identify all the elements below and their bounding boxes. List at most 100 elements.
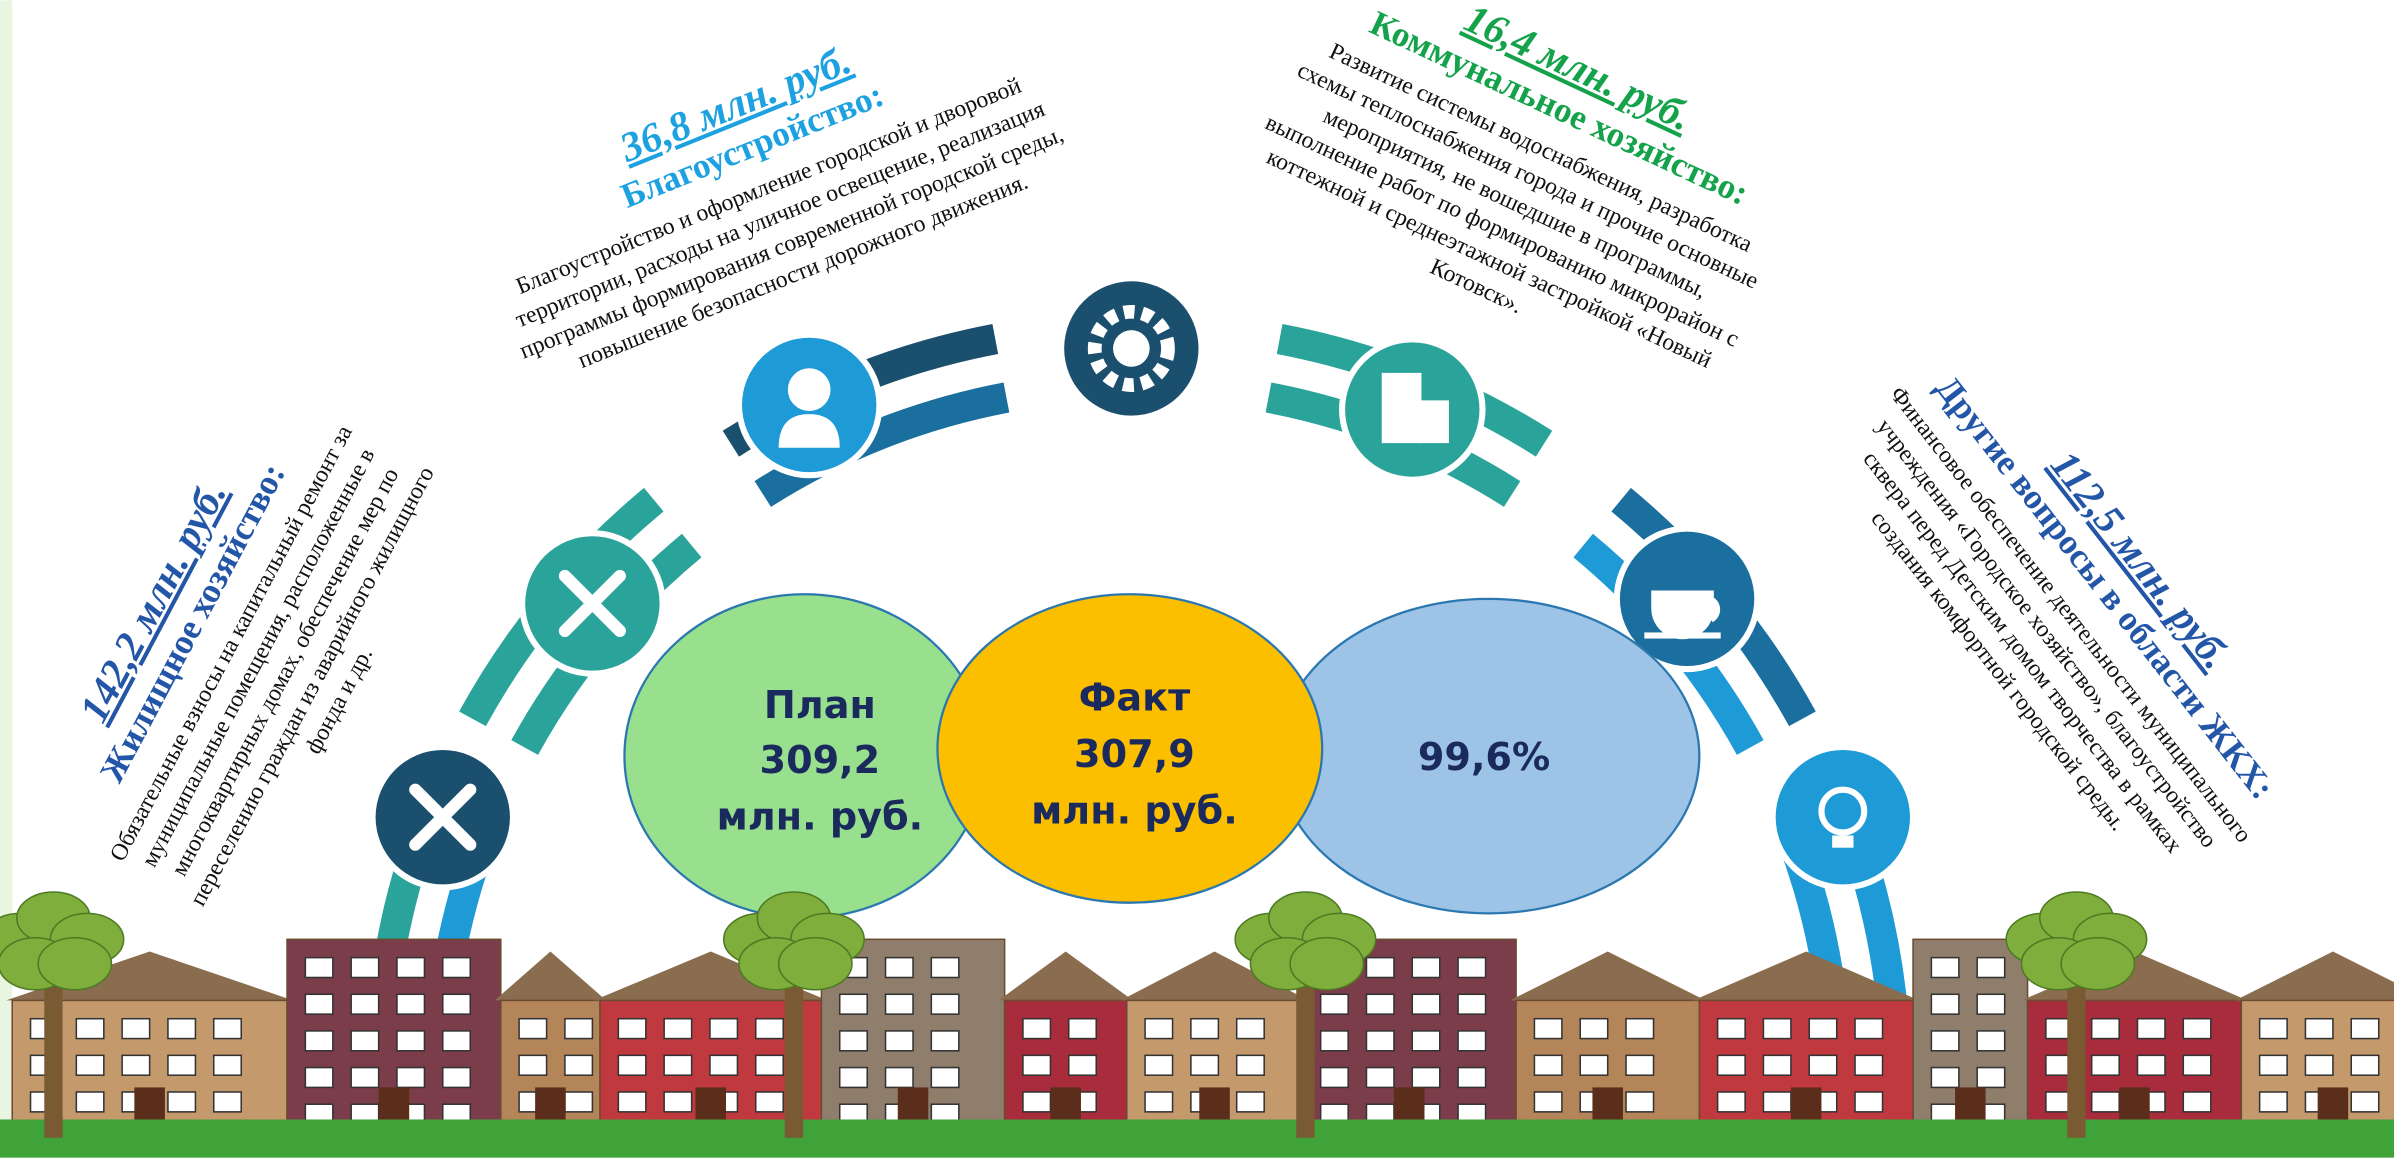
window — [1411, 1066, 1441, 1089]
window — [2258, 1054, 2288, 1076]
window — [121, 1054, 151, 1076]
window — [1235, 1054, 1265, 1076]
window — [663, 1054, 693, 1076]
window — [1411, 1030, 1441, 1052]
window — [75, 1054, 105, 1076]
window — [1022, 1091, 1052, 1113]
window — [838, 1066, 868, 1089]
window — [884, 1030, 914, 1052]
fact-value: 307,9 — [1074, 732, 1195, 776]
window — [1235, 1017, 1265, 1040]
window — [930, 1066, 960, 1089]
window — [884, 993, 914, 1015]
icon-person-head — [787, 368, 831, 412]
window — [1762, 1054, 1792, 1076]
window — [1067, 1017, 1097, 1040]
window — [2182, 1054, 2212, 1076]
window — [518, 1054, 548, 1076]
window — [304, 993, 334, 1015]
window — [1022, 1017, 1052, 1040]
icon-person-body — [778, 414, 840, 448]
window — [1365, 956, 1395, 979]
ground — [0, 1119, 2394, 1158]
tree-trunk — [44, 977, 63, 1138]
window — [1411, 956, 1441, 979]
fact-unit: млн. руб. — [1031, 788, 1238, 832]
window — [1808, 1017, 1838, 1040]
window — [1411, 993, 1441, 1015]
window — [396, 956, 426, 979]
window — [1457, 1066, 1487, 1089]
window — [1854, 1091, 1884, 1113]
town — [0, 891, 2394, 1158]
tree-trunk — [2067, 977, 2086, 1138]
window — [1930, 1030, 1960, 1052]
icon-gear — [1087, 304, 1175, 392]
window — [884, 956, 914, 979]
fact-ellipse — [936, 593, 1324, 904]
window — [1930, 956, 1960, 979]
window — [442, 993, 472, 1015]
window — [1457, 993, 1487, 1015]
window — [709, 1054, 739, 1076]
window — [1762, 1017, 1792, 1040]
icon-building — [1381, 372, 1422, 444]
window — [1716, 1091, 1746, 1113]
window — [564, 1091, 594, 1113]
window — [212, 1017, 242, 1040]
window — [617, 1091, 647, 1113]
window — [1235, 1091, 1265, 1113]
window — [212, 1054, 242, 1076]
window — [1319, 1066, 1349, 1089]
window — [2350, 1054, 2380, 1076]
window — [1762, 1091, 1792, 1113]
window — [1144, 1091, 1174, 1113]
window — [1625, 1017, 1655, 1040]
window — [2182, 1091, 2212, 1113]
roof — [998, 951, 1133, 1001]
icon-bulb-base — [1832, 835, 1854, 848]
arch-inner — [754, 382, 1010, 507]
window — [1716, 1054, 1746, 1076]
window — [754, 1017, 785, 1040]
plan-label: План — [764, 683, 876, 727]
window — [1319, 993, 1349, 1015]
window — [212, 1091, 242, 1113]
window — [1716, 1017, 1746, 1040]
window — [1457, 956, 1487, 979]
icon-bulb — [1818, 786, 1868, 836]
window — [884, 1066, 914, 1089]
window — [930, 956, 960, 979]
window — [564, 1054, 594, 1076]
window — [1625, 1054, 1655, 1076]
window — [442, 1066, 472, 1089]
window — [304, 1066, 334, 1089]
window — [167, 1017, 197, 1040]
window — [1144, 1054, 1174, 1076]
window — [2090, 1091, 2120, 1113]
tree-trunk — [784, 977, 804, 1138]
icon-circle — [1775, 750, 1911, 885]
icon-saucer — [1644, 632, 1721, 639]
window — [930, 993, 960, 1015]
plan-unit: млн. руб. — [717, 794, 924, 838]
tree-crown — [2060, 937, 2136, 991]
window — [754, 1054, 785, 1076]
window — [1854, 1054, 1884, 1076]
window — [442, 1030, 472, 1052]
window — [564, 1017, 594, 1040]
window — [2090, 1054, 2120, 1076]
window — [2090, 1017, 2120, 1040]
window — [617, 1054, 647, 1076]
tree-crown — [777, 937, 853, 991]
plan-value: 309,2 — [760, 738, 881, 782]
window — [754, 1091, 785, 1113]
window — [1319, 1030, 1349, 1052]
window — [1144, 1017, 1174, 1040]
window — [442, 956, 472, 979]
window — [663, 1017, 693, 1040]
fact-label: Факт — [1079, 675, 1191, 719]
window — [350, 1030, 380, 1052]
